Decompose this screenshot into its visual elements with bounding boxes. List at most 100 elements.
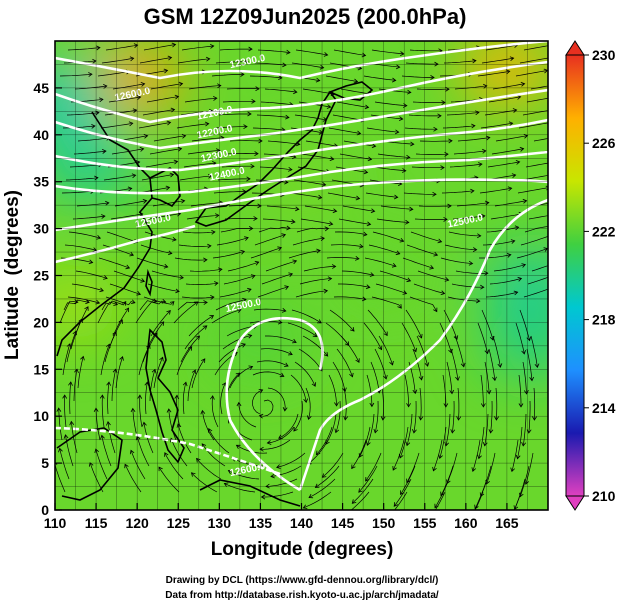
streamline-arrow xyxy=(521,349,526,355)
streamline-arrow xyxy=(293,426,298,432)
streamline xyxy=(219,48,252,51)
streamline-arrow xyxy=(406,154,411,160)
streamline-arrow xyxy=(172,236,177,242)
streamline xyxy=(75,270,108,279)
streamline xyxy=(401,75,434,78)
streamline-arrow xyxy=(460,362,466,368)
streamline-arrow xyxy=(62,394,68,399)
streamline-arrow xyxy=(178,81,184,87)
field-region xyxy=(55,267,120,340)
streamline-arrow xyxy=(518,403,524,408)
streamline-arrow xyxy=(119,355,124,361)
streamline xyxy=(158,466,180,493)
streamline xyxy=(326,257,359,260)
streamline xyxy=(184,97,217,103)
streamline xyxy=(439,322,452,353)
streamline xyxy=(253,308,286,312)
streamline xyxy=(304,205,337,212)
streamline xyxy=(216,237,249,246)
streamline xyxy=(221,165,255,168)
streamline-arrow xyxy=(166,310,171,315)
streamline-arrow xyxy=(559,82,563,86)
field-region xyxy=(458,41,548,106)
streamline-arrow xyxy=(449,389,455,395)
streamline-arrow xyxy=(483,83,488,89)
streamline xyxy=(302,88,335,95)
streamline-arrow xyxy=(284,285,290,290)
streamline-arrow xyxy=(552,43,556,47)
streamline xyxy=(493,264,526,272)
streamline-arrow xyxy=(418,375,424,381)
streamline-arrow xyxy=(395,64,401,70)
streamline-arrow xyxy=(332,208,338,214)
streamline-arrow xyxy=(205,56,211,62)
streamline-arrow xyxy=(203,257,208,263)
streamline-arrow xyxy=(211,229,216,235)
streamline xyxy=(179,175,212,181)
streamline xyxy=(67,296,100,304)
streamline xyxy=(267,140,300,145)
streamline-arrow xyxy=(124,307,130,313)
streamline xyxy=(447,296,480,302)
streamline-arrow xyxy=(139,147,145,152)
streamline-arrow xyxy=(187,346,193,351)
plot-area: 12300.012600.012100.012200.012300.012400… xyxy=(55,41,563,515)
streamline-arrow xyxy=(286,49,291,55)
streamline xyxy=(377,153,410,158)
streamline xyxy=(487,161,520,168)
streamline-arrow xyxy=(349,327,355,332)
streamline xyxy=(350,491,370,510)
streamline-arrow xyxy=(201,443,207,448)
streamline-arrow xyxy=(447,203,452,209)
streamline-arrow xyxy=(286,225,291,231)
streamline xyxy=(73,150,106,155)
streamline xyxy=(267,387,286,411)
streamline-arrow xyxy=(389,360,394,366)
streamline xyxy=(261,491,294,498)
streamline-arrow xyxy=(240,249,246,255)
streamline-arrow xyxy=(557,212,561,216)
streamline xyxy=(180,335,200,363)
streamline xyxy=(191,137,224,142)
streamline-arrow xyxy=(406,478,411,484)
streamline xyxy=(267,426,295,444)
streamline xyxy=(522,413,527,446)
streamline-arrow xyxy=(521,263,527,268)
streamline-arrow xyxy=(519,492,524,498)
streamline xyxy=(138,122,171,129)
streamline-arrow xyxy=(235,444,241,449)
streamline-arrow xyxy=(190,472,196,477)
streamline-arrow xyxy=(255,86,260,92)
streamline-arrow xyxy=(366,221,372,227)
streamline xyxy=(183,162,216,168)
streamline xyxy=(217,178,250,181)
streamline xyxy=(140,244,172,254)
streamline xyxy=(188,315,214,337)
streamline xyxy=(516,248,548,259)
streamline-arrow xyxy=(497,363,503,368)
streamline xyxy=(188,85,221,90)
streamline xyxy=(404,374,409,407)
streamline xyxy=(76,202,109,207)
streamline-arrow xyxy=(488,429,494,434)
streamline-arrow xyxy=(182,381,188,387)
streamline-arrow xyxy=(257,203,262,209)
streamline xyxy=(315,465,340,488)
streamline-arrow xyxy=(448,138,453,144)
streamline xyxy=(72,215,105,220)
streamline-arrow xyxy=(444,277,450,282)
streamline xyxy=(371,49,404,55)
streamline xyxy=(224,483,256,493)
streamline xyxy=(225,153,259,155)
streamline xyxy=(218,343,246,363)
streamline-arrow xyxy=(166,408,172,413)
streamline xyxy=(105,296,136,306)
streamline-arrow xyxy=(392,466,397,471)
streamline-arrow xyxy=(513,290,519,296)
streamline xyxy=(211,309,241,324)
streamline xyxy=(191,472,218,493)
x-axis-label: Longitude (degrees) xyxy=(211,539,394,560)
streamline xyxy=(410,231,442,243)
streamline-arrow xyxy=(346,511,350,515)
streamline xyxy=(224,218,258,220)
